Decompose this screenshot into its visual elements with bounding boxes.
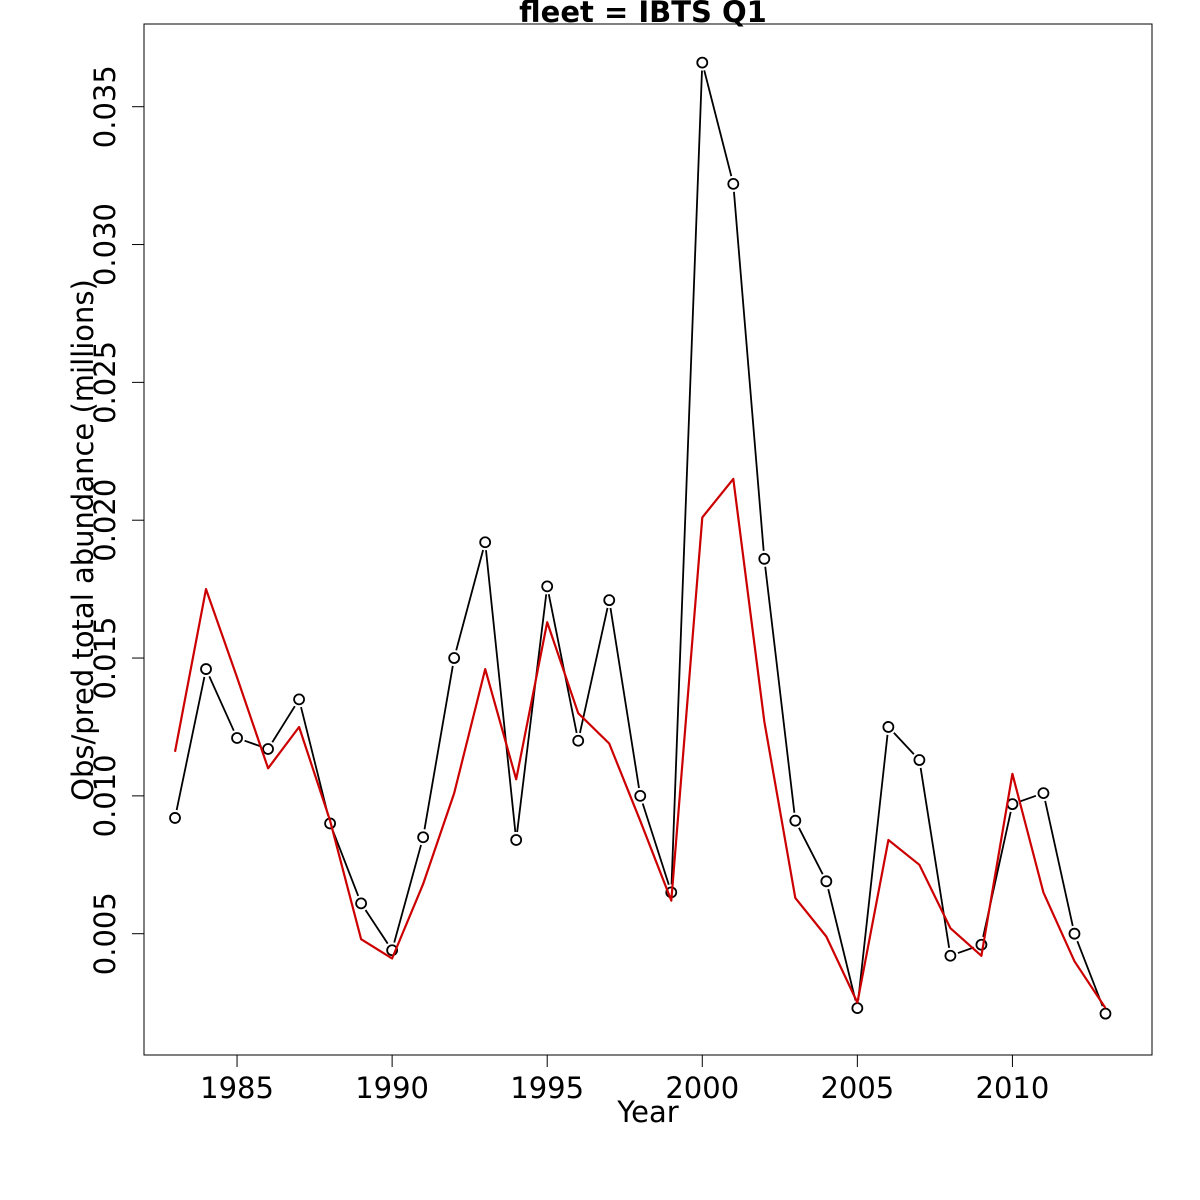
observed-line-segment — [733, 191, 765, 551]
series-layer — [169, 56, 1112, 1020]
observed-point — [355, 897, 368, 910]
plot-frame — [143, 23, 1153, 1056]
observed-point — [1037, 787, 1050, 800]
observed-point — [293, 693, 305, 706]
observed-point — [262, 743, 274, 755]
observed-line-segment — [300, 706, 330, 816]
observed-line-segment — [364, 909, 389, 945]
observed-point — [634, 789, 647, 802]
observed-line-segment — [1019, 794, 1037, 803]
observed-line-segment — [893, 732, 915, 755]
observed-line-segment — [271, 705, 296, 743]
observed-point — [944, 949, 957, 962]
y-axis-title: Obs/pred total abundance (millions) — [66, 279, 100, 801]
x-tick-label: 2000 — [665, 1071, 739, 1105]
observed-point — [696, 56, 709, 69]
observed-point — [448, 652, 461, 664]
observed-line-segment — [547, 594, 578, 734]
observed-line-segment — [703, 70, 733, 177]
observed-line-segment — [1076, 940, 1104, 1007]
observed-point — [1068, 927, 1081, 940]
observed-line-segment — [798, 827, 824, 875]
observed-line-segment — [1044, 800, 1074, 927]
x-tick-label: 1990 — [355, 1071, 429, 1105]
x-axis-title: Year — [616, 1095, 678, 1129]
observed-line-segment — [455, 549, 484, 651]
observed-line-segment — [579, 607, 609, 734]
observed-point — [851, 1002, 864, 1015]
observed-point — [727, 177, 740, 190]
observed-point — [758, 552, 771, 565]
observed-line-segment — [919, 767, 951, 948]
observed-line-segment — [485, 550, 517, 833]
x-axis: 1985 1990 1995 2000 2005 2010 — [200, 1054, 1050, 1105]
y-tick-label: 0.010 — [88, 754, 122, 837]
observed-line-segment — [957, 946, 975, 954]
observed-point — [200, 663, 212, 675]
observed-point — [820, 875, 833, 888]
observed-line-segment — [175, 676, 206, 811]
observed-line-segment — [332, 830, 360, 897]
observed-line-segment — [827, 888, 857, 1001]
observed-line-segment — [764, 566, 796, 813]
observed-point — [231, 732, 243, 744]
observed-line-segment — [393, 844, 422, 943]
observed-line-segment — [670, 70, 703, 885]
y-tick-label: 0.035 — [88, 65, 122, 148]
observed-point — [541, 580, 554, 593]
observed-line-segment — [641, 803, 670, 886]
y-tick-label: 0.020 — [88, 479, 122, 562]
observed-point — [510, 834, 523, 846]
observed-point — [572, 734, 585, 747]
y-tick-label: 0.025 — [88, 341, 122, 424]
x-tick-label: 1995 — [510, 1071, 584, 1105]
x-tick-label: 1985 — [200, 1071, 274, 1105]
observed-line-segment — [423, 665, 454, 830]
observed-line-segment — [244, 739, 261, 748]
y-tick-label: 0.005 — [88, 892, 122, 975]
observed-point — [479, 536, 492, 549]
observed-line-segment — [516, 594, 548, 833]
y-axis: 0.005 0.010 0.015 0.020 0.025 0.030 0.035 — [88, 65, 145, 975]
x-tick-label: 2005 — [820, 1071, 894, 1105]
observed-line-segment — [208, 675, 235, 732]
observed-point — [1099, 1007, 1112, 1020]
y-tick-label: 0.030 — [88, 203, 122, 286]
observed-point — [417, 831, 430, 844]
observed-point — [882, 721, 895, 733]
observed-line-segment — [857, 734, 889, 1001]
chart-title: fleet = IBTS Q1 — [519, 0, 767, 29]
observed-point — [913, 754, 926, 766]
observed-point — [603, 594, 616, 607]
x-tick-label: 2010 — [976, 1071, 1050, 1105]
observed-point — [789, 814, 802, 827]
predicted-line — [173, 477, 1107, 1009]
observed-point — [169, 812, 181, 824]
y-tick-label: 0.015 — [88, 617, 122, 700]
observed-line-segment — [609, 607, 640, 789]
